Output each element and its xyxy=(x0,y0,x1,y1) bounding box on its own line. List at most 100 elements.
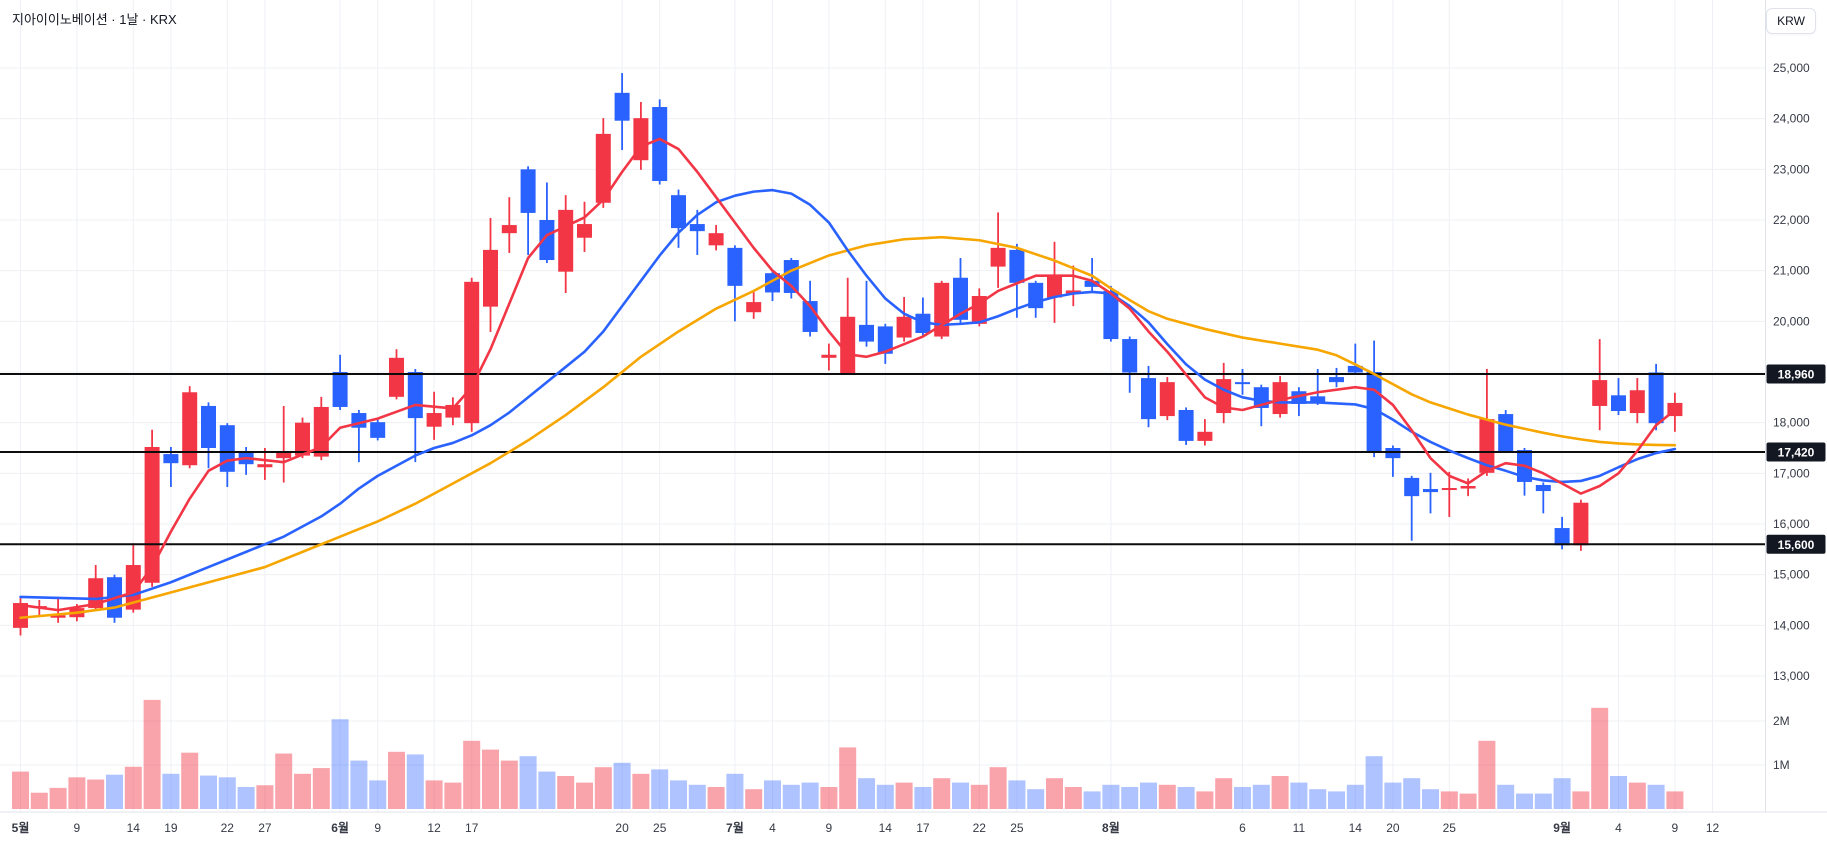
price-line-tag-label: 17,420 xyxy=(1778,446,1815,460)
candle-body xyxy=(1441,488,1457,491)
time-label-month: 7월 xyxy=(726,820,744,835)
time-label-day: 20 xyxy=(1386,821,1400,835)
time-label-month: 9월 xyxy=(1553,820,1571,835)
volume-bar xyxy=(369,780,387,809)
time-label-day: 4 xyxy=(1615,821,1622,835)
volume-bar xyxy=(1403,778,1421,809)
candle-body xyxy=(163,454,179,464)
volume-bar xyxy=(1083,791,1101,809)
candle-body xyxy=(276,452,292,459)
volume-bar xyxy=(1346,784,1364,809)
price-tick-label: 20,000 xyxy=(1773,314,1810,328)
volume-bar xyxy=(350,760,368,809)
volume-bar xyxy=(576,782,593,809)
volume-bar xyxy=(500,760,518,809)
volume-bar xyxy=(970,784,988,809)
volume-tick-label: 2M xyxy=(1773,714,1790,728)
price-line-tag xyxy=(1766,534,1826,554)
candle-body xyxy=(595,133,611,203)
time-label-day: 25 xyxy=(653,821,667,835)
candle-body xyxy=(708,233,724,246)
candle-body xyxy=(1197,431,1213,441)
candle-body xyxy=(1141,378,1156,420)
candle-body xyxy=(125,565,141,610)
candle-body xyxy=(1479,419,1495,473)
price-tick-label: 21,000 xyxy=(1773,264,1810,278)
candle-body xyxy=(1065,290,1081,294)
candle-body xyxy=(144,446,160,583)
volume-bar xyxy=(670,780,687,809)
candle-body xyxy=(1329,377,1344,383)
price-tick-label: 18,000 xyxy=(1773,416,1810,430)
volume-bar xyxy=(952,782,969,809)
candle-body xyxy=(1629,390,1645,414)
candle-body xyxy=(1159,382,1175,417)
candle-body xyxy=(1310,396,1326,403)
volume-bar xyxy=(1647,784,1665,809)
time-label-day: 27 xyxy=(258,821,272,835)
price-line-tag-label: 15,600 xyxy=(1778,538,1815,552)
volume-bar xyxy=(106,774,123,809)
volume-bar xyxy=(989,767,1007,809)
price-tick-label: 15,000 xyxy=(1773,568,1810,582)
time-label-day: 17 xyxy=(916,821,930,835)
candle-body xyxy=(1648,372,1664,424)
price-tick-label: 17,000 xyxy=(1773,466,1810,480)
time-axis[interactable]: 5월 9 14 19 22 27 6월 9 12 17 20 25 7월 4 9 14 17 22 25 8월 6 11 1… xyxy=(0,811,1827,835)
time-label-day: 12 xyxy=(1706,821,1720,835)
volume-bar xyxy=(218,777,236,809)
candle-body xyxy=(182,392,198,466)
time-label-day: 4 xyxy=(769,821,776,835)
volume-bar xyxy=(1384,782,1402,809)
volume-bar xyxy=(1309,789,1327,809)
candle-body xyxy=(1347,365,1363,373)
price-tick-label: 25,000 xyxy=(1773,61,1810,75)
volume-bar xyxy=(1610,776,1627,809)
candle-body xyxy=(859,324,874,342)
horizontal-price-lines[interactable] xyxy=(0,373,1765,546)
candle-body xyxy=(558,209,574,272)
volume-bar xyxy=(1140,782,1157,809)
volume-bar xyxy=(1516,793,1533,809)
volume-bar xyxy=(1628,782,1646,809)
volume-bar xyxy=(200,775,217,809)
time-label-day: 12 xyxy=(427,821,441,835)
volume-bar xyxy=(1196,791,1214,809)
volume-bar xyxy=(1478,740,1496,809)
volume-bar xyxy=(1328,791,1345,809)
volume-bar xyxy=(914,787,932,809)
volume-bar xyxy=(1422,789,1439,809)
candle-body xyxy=(539,220,555,261)
volume-bar xyxy=(1666,791,1684,809)
price-tick-label: 24,000 xyxy=(1773,112,1810,126)
price-line-tag xyxy=(1766,442,1826,462)
candle-body xyxy=(1272,382,1288,415)
time-label-day: 6 xyxy=(1239,821,1246,835)
time-label-month: 6월 xyxy=(331,820,349,835)
volume-bar xyxy=(876,784,894,809)
currency-toggle-button[interactable]: KRW xyxy=(1766,8,1816,34)
ma-line xyxy=(19,188,1677,601)
volume-bar xyxy=(1252,784,1270,809)
candle-body xyxy=(1554,528,1570,546)
gridlines xyxy=(0,0,1765,812)
candle-body xyxy=(370,422,386,438)
symbol-legend[interactable]: 지아이이노베이션 · 1날 · KRX xyxy=(12,12,177,27)
volume-bar xyxy=(1271,776,1289,809)
volume-bar xyxy=(1102,784,1120,809)
time-label-day: 14 xyxy=(1349,821,1363,835)
candle-body xyxy=(652,107,668,181)
volume-bar xyxy=(406,754,424,809)
price-line-tag xyxy=(1766,364,1826,384)
volume-bar xyxy=(1572,791,1590,809)
volume-bar xyxy=(1591,707,1609,809)
volume-bar xyxy=(12,771,29,809)
price-axis[interactable]: 25,00024,00023,00022,00021,00020,00019,0… xyxy=(1765,0,1826,812)
volume-bar xyxy=(1534,793,1552,809)
volume-bar xyxy=(1046,778,1063,809)
ma-line xyxy=(19,137,1677,612)
time-label-day: 9 xyxy=(826,821,833,835)
volume-bar xyxy=(444,782,462,809)
volume-bar xyxy=(688,784,706,809)
